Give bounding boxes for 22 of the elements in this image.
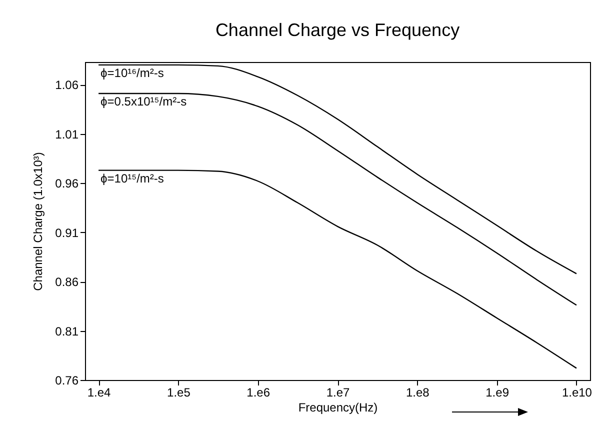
line-series <box>98 92 578 306</box>
series-label: ϕ=10¹⁵/m²-s <box>100 171 164 186</box>
y-tick-label: 0.91 <box>55 226 79 240</box>
y-tick-label: 0.96 <box>55 176 79 191</box>
y-tick-label: 1.06 <box>55 78 79 92</box>
x-tick-label: 1.e5 <box>167 386 191 400</box>
x-tick-label: 1.e9 <box>486 386 510 400</box>
y-tick-label: 0.81 <box>55 324 79 338</box>
x-tick-label: 1.e7 <box>326 386 350 400</box>
x-axis-title: Frequency(Hz) <box>298 400 378 414</box>
chart-title: Channel Charge vs Frequency <box>215 20 460 40</box>
x-tick-label: 1.e8 <box>406 386 430 400</box>
series-label: ϕ=10¹⁶/m²-s <box>100 66 164 80</box>
x-tick-label: 1.e4 <box>87 386 112 400</box>
y-tick-label: 0.76 <box>55 374 79 388</box>
y-tick-label: 0.86 <box>55 275 79 290</box>
series-label: ϕ=0.5x10¹⁵/m²-s <box>100 94 187 109</box>
x-tick-label: 1.e6 <box>246 386 270 400</box>
y-tick-label: 1.01 <box>55 127 79 142</box>
y-axis-title: Channel Charge (1.0x10³) <box>31 152 46 291</box>
line-series <box>98 170 578 369</box>
x-tick-label: 1.e10 <box>562 386 592 400</box>
